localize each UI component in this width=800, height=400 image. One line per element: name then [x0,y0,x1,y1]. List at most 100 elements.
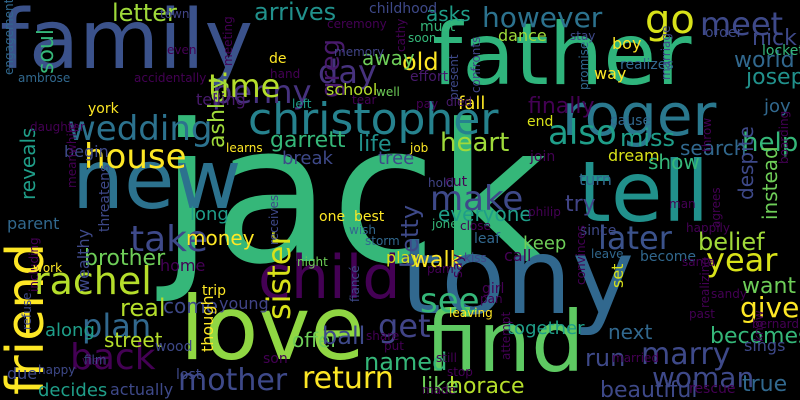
word-however: however [482,1,603,34]
word-childhood: childhood [369,1,438,17]
word-want: want [742,274,797,299]
word-cause: cause [610,113,652,129]
word-past: past [689,307,715,321]
word-reveals: reveals [16,127,40,200]
word-make: make [430,179,524,219]
word-also: also [548,113,617,153]
word-must: must [420,19,456,35]
word-run: run [585,344,626,372]
word-stop: stop [447,365,473,379]
word-becomes: becomes [710,324,800,349]
word-put: put [384,339,404,353]
word-hand: hand [270,67,301,81]
word-later: later [598,219,672,257]
word-memory: memory [334,45,385,59]
word-marry: marry [641,337,731,372]
word-convinces: convinces [574,225,588,285]
word-meeting: meeting [221,16,235,66]
word-play: play [386,248,420,267]
word-child: child [258,243,401,313]
word-miss: miss [620,124,676,152]
word-realizing: realizing [698,257,712,308]
word-ball: ball [322,322,366,350]
word-pan: pan [480,292,503,306]
word-stay: stay [570,29,596,43]
word-ceremony: ceremony [327,17,387,31]
word-girl: girl [482,281,505,297]
word-show: show [648,150,700,174]
word-learns: learns [226,141,263,155]
word-next: next [608,320,653,344]
word-heart: heart [440,128,510,158]
word-cut: cut [445,174,468,190]
word-roger: roger [562,81,717,149]
word-tony: tony [400,216,635,338]
word-say: say [450,253,466,278]
word-man: man [669,197,696,211]
word-confronts: confronts [469,36,483,93]
word-agrees: agrees [709,187,723,228]
word-sandy: sandy [711,287,747,301]
word-order: order [705,25,743,41]
word-away: away [362,46,415,70]
word-work: work [33,261,63,275]
word-go: go [645,0,695,43]
word-york: york [88,101,119,117]
word-horace: horace [449,374,525,399]
word-penny: penny [212,73,312,111]
word-money: money [186,226,255,250]
word-telling: telling [196,90,246,109]
word-due: due [7,364,38,383]
word-ashley: ashley [205,76,230,148]
word-tear: tear [352,93,377,107]
word-call: call [504,246,532,265]
word-give: give [740,291,800,324]
word-refuse: refuse [20,292,34,330]
word-cathy: cathy [394,18,408,52]
word-close: close [460,219,491,233]
word-beautiful: beautiful [600,378,698,400]
word-son: son [263,351,288,367]
word-pam: pam [427,262,454,276]
word-break: break [282,148,333,169]
word-try: try [565,192,596,217]
word-letter: letter [112,0,177,27]
word-garrett: garrett [270,128,346,153]
word-father: father [432,5,692,105]
word-time: time [208,67,281,105]
word-since: since [580,223,617,239]
word-night: night [297,255,328,269]
word-wedding: wedding [68,109,213,149]
word-life: life [358,132,392,157]
word-decides: decides [38,380,108,400]
word-come: come [163,294,219,318]
word-made: made [422,383,457,397]
word-even: even [167,43,197,57]
word-mother: mother [178,363,288,398]
word-become: become [640,249,697,265]
word-turn: turn [579,170,612,189]
word-love: love [180,277,365,380]
word-plan: plan [82,307,152,345]
word-married: married [612,351,660,365]
word-return: return [302,361,394,396]
word-though: though [198,295,217,352]
word-woman: woman [652,361,755,394]
word-real: real [120,294,166,322]
word-locket: locket [762,43,800,59]
word-receives: receives [267,194,281,245]
word-kiss: kiss [464,251,487,265]
word-boy: boy [612,34,642,53]
word-jones: jones [432,217,464,231]
word-dream: dream [608,146,660,165]
word-offer: offer [292,328,339,352]
word-belief: belief [698,228,765,256]
word-finally: finally [528,94,595,119]
word-together: together [507,318,585,339]
word-boarding: boarding [777,110,791,164]
word-philip: philip [528,205,561,219]
word-young: young [219,294,269,313]
word-attempt: attempt [499,311,513,360]
word-new: new [72,133,242,228]
